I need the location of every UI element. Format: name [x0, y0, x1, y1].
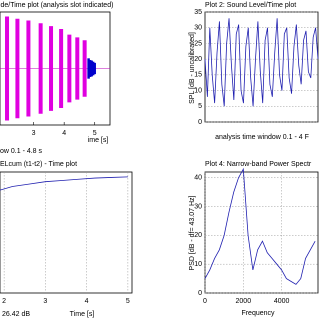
y-tick-label: 10	[194, 261, 202, 268]
y-tick-label: 30	[194, 203, 202, 210]
data-line	[204, 167, 316, 285]
x-axis-label: analysis time window 0.1 - 4 F	[215, 134, 309, 141]
x-tick-label: 3	[32, 130, 36, 137]
y-tick-label: 20	[194, 56, 202, 63]
x-tick-label: 5	[93, 130, 97, 137]
axes	[0, 171, 133, 294]
y-tick-label: 40	[194, 175, 202, 182]
x-tick-label: 0	[203, 298, 207, 305]
data-line	[0, 176, 128, 191]
x-tick-label: 3	[43, 298, 47, 305]
x-axis-label: Frequency	[241, 310, 275, 317]
y-tick-label: 20	[194, 232, 202, 239]
y-tick-label: 25	[194, 40, 202, 47]
x-tick-label: 4	[62, 130, 66, 137]
y-axis-label: SPL [dB - uncalibrated]	[189, 32, 196, 104]
y-tick-label: 5	[198, 103, 202, 110]
x-axis-label: ime [s]	[88, 137, 109, 144]
data-line	[204, 18, 319, 107]
panel-title: ude/Time plot (analysis slot indicated)	[0, 2, 113, 9]
y-tick-label: 15	[194, 72, 202, 79]
panel-title: ELcum (t1-t2) - Time plot	[0, 161, 77, 168]
panel-title: Plot 2: Sound Level/Time plot	[205, 2, 296, 9]
y-tick-label: 10	[194, 87, 202, 94]
annotation: 26.42 dB	[2, 311, 30, 318]
x-tick-label: 4	[85, 298, 89, 305]
annotation: ow 0.1 - 4.8 s	[0, 148, 43, 155]
y-tick-label: 0	[198, 290, 202, 297]
x-tick-label: 5	[126, 298, 130, 305]
axes	[204, 11, 319, 123]
x-axis-label: Time [s]	[70, 311, 95, 318]
y-tick-label: 0	[198, 119, 202, 126]
axes	[204, 171, 319, 294]
x-tick-label: 2	[2, 298, 6, 305]
y-axis-label: PSD [dB - df= 43.07 Hz]	[189, 196, 196, 271]
y-tick-label: 35	[194, 9, 202, 16]
panel-title: Plot 4: Narrow-band Power Spectr	[205, 161, 312, 168]
x-tick-label: 2000	[236, 298, 252, 305]
y-tick-label: 30	[194, 25, 202, 32]
x-tick-label: 4000	[274, 298, 290, 305]
